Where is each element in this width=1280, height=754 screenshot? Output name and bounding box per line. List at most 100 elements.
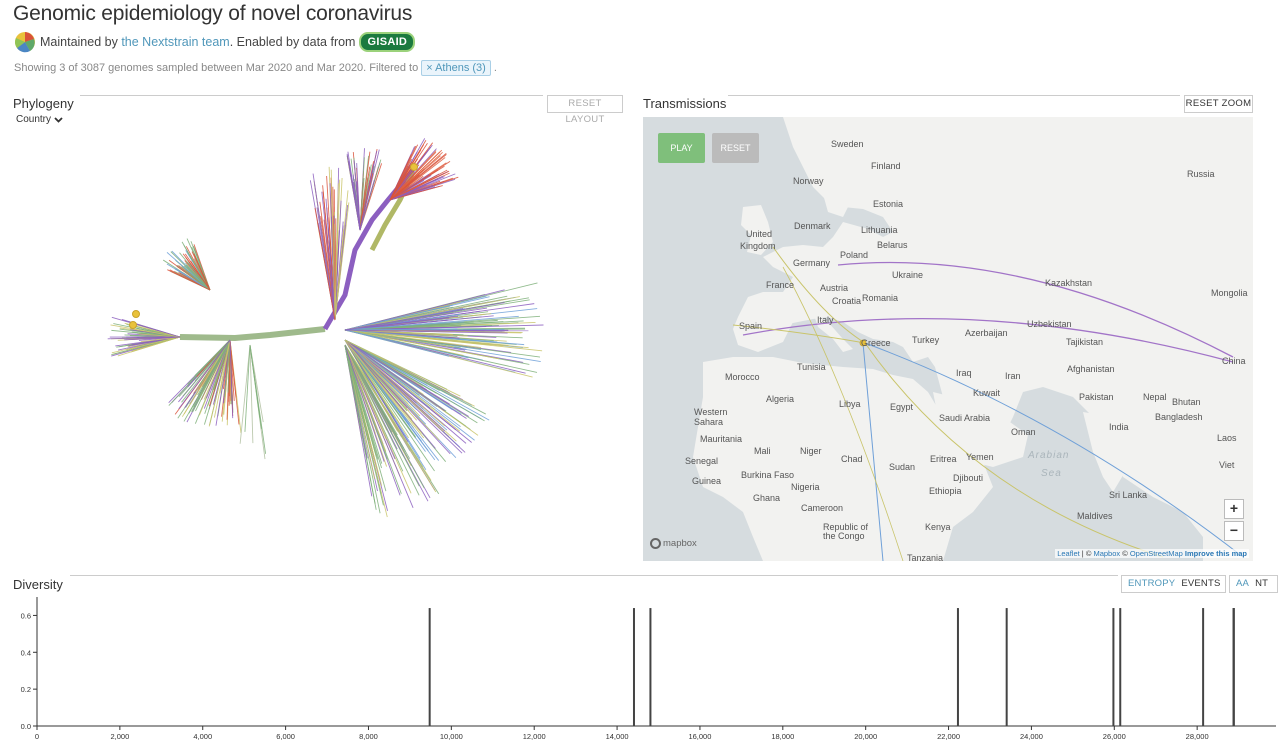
tree-branch[interactable] (249, 344, 261, 418)
entropy-bar[interactable] (1112, 608, 1115, 726)
tree-branch[interactable] (344, 344, 383, 464)
entropy-bar[interactable] (428, 608, 431, 726)
leaflet-link[interactable]: Leaflet (1057, 549, 1080, 558)
mapbox-link[interactable]: Mapbox (1093, 549, 1121, 558)
tree-branch[interactable] (314, 207, 336, 321)
tree-branch[interactable] (344, 339, 417, 410)
tree-branch[interactable] (344, 329, 525, 346)
tree-branch[interactable] (344, 339, 461, 428)
tree-branch[interactable] (227, 339, 231, 393)
tree-branch[interactable] (183, 339, 231, 422)
tree-branch[interactable] (195, 339, 231, 412)
tree-branch[interactable] (249, 344, 264, 423)
tree-branch[interactable] (344, 339, 408, 409)
entropy-bar[interactable] (1202, 608, 1205, 726)
tree-branch[interactable] (334, 183, 339, 321)
tree-branch[interactable] (346, 153, 361, 231)
tree-branch[interactable] (344, 339, 469, 417)
tree-branch[interactable] (389, 176, 445, 201)
improve-map-link[interactable]: Improve this map (1184, 549, 1247, 558)
tree-branch[interactable] (184, 253, 211, 291)
selected-tip[interactable] (129, 321, 137, 329)
tree-branch[interactable] (344, 344, 387, 492)
tree-branch[interactable] (344, 344, 385, 462)
tree-branch[interactable] (229, 339, 234, 419)
tree-branch[interactable] (389, 165, 445, 201)
tree-branch[interactable] (344, 339, 457, 431)
tree-branch[interactable] (344, 339, 437, 394)
entropy-bar[interactable] (1119, 608, 1122, 726)
zoom-in-button[interactable]: + (1224, 499, 1244, 519)
tree-branch[interactable] (344, 344, 420, 487)
tree-branch[interactable] (344, 339, 446, 427)
tree-branch[interactable] (185, 264, 211, 291)
reset-zoom-button[interactable]: RESET ZOOM (1184, 95, 1253, 113)
tree-branch[interactable] (175, 268, 211, 291)
tree-branch[interactable] (344, 329, 500, 360)
tree-branch[interactable] (344, 315, 519, 331)
tree-branch[interactable] (344, 344, 377, 510)
tree-branch[interactable] (344, 317, 450, 331)
zoom-out-button[interactable]: − (1224, 521, 1244, 541)
tree-branch[interactable] (321, 191, 336, 321)
selected-tip[interactable] (410, 163, 418, 171)
reset-layout-button[interactable]: RESET LAYOUT (547, 95, 623, 125)
tree-branch[interactable] (244, 344, 251, 432)
tree-branch[interactable] (389, 176, 438, 201)
mapbox-logo[interactable]: mapbox (650, 538, 697, 549)
tree-branch[interactable] (110, 324, 181, 338)
tree-branch[interactable] (344, 296, 490, 331)
tree-branch[interactable] (124, 336, 181, 341)
reset-animation-button[interactable]: RESET (712, 133, 759, 163)
tree-branch[interactable] (344, 329, 482, 348)
tree-branch[interactable] (239, 344, 251, 444)
tree-branch[interactable] (344, 329, 504, 347)
tree-branch[interactable] (206, 339, 231, 399)
nt-button[interactable]: NT (1255, 578, 1269, 589)
tree-branch[interactable] (213, 339, 231, 391)
color-by-select[interactable]: Country (16, 114, 63, 125)
entropy-bar[interactable] (632, 608, 635, 726)
aa-nt-toggle[interactable]: AA NT (1229, 575, 1278, 593)
tree-branch[interactable] (389, 144, 433, 201)
tree-branch[interactable] (389, 154, 412, 201)
tree-branch[interactable] (327, 223, 336, 321)
tree-branch[interactable] (344, 339, 410, 439)
tree-branch[interactable] (344, 302, 505, 331)
tree-branch[interactable] (334, 200, 342, 321)
tree-branch[interactable] (181, 339, 231, 417)
tree-branch[interactable] (356, 163, 361, 231)
phylogeny-tree[interactable] (0, 130, 640, 570)
tree-branch[interactable] (344, 344, 414, 509)
tree-branch[interactable] (389, 185, 443, 201)
tree-branch[interactable] (344, 339, 425, 439)
tree-branch[interactable] (334, 229, 345, 321)
aa-button[interactable]: AA (1236, 578, 1250, 589)
entropy-button[interactable]: ENTROPY (1128, 578, 1176, 589)
tree-branch[interactable] (389, 154, 447, 201)
tree-branch[interactable] (344, 320, 524, 331)
entropy-bar[interactable] (1232, 608, 1235, 726)
tree-branch[interactable] (389, 150, 437, 201)
tree-branch[interactable] (181, 241, 211, 291)
tree-branch[interactable] (178, 339, 231, 410)
transmission-map[interactable]: Sweden Finland Norway Estonia Russia Denmark L… (643, 117, 1253, 561)
tree-branch[interactable] (344, 339, 435, 472)
tree-branch[interactable] (117, 336, 181, 357)
tree-branch[interactable] (344, 339, 436, 461)
gisaid-logo[interactable]: GISAID (359, 32, 416, 52)
entropy-events-toggle[interactable]: ENTROPY EVENTS (1121, 575, 1226, 593)
nextstrain-team-link[interactable]: the Nextstrain team (121, 35, 230, 49)
tree-branch[interactable] (344, 289, 505, 331)
tree-branch[interactable] (389, 184, 434, 201)
tree-branch[interactable] (344, 344, 425, 489)
tree-branch[interactable] (249, 344, 254, 444)
tree-branch[interactable] (344, 344, 381, 514)
tree-branch[interactable] (193, 245, 211, 291)
tree-branch[interactable] (224, 339, 231, 397)
tree-branch[interactable] (193, 253, 211, 291)
entropy-bar[interactable] (956, 608, 959, 726)
tree-branch[interactable] (344, 329, 469, 359)
entropy-bar[interactable] (1005, 608, 1008, 726)
tree-branch[interactable] (194, 339, 231, 382)
